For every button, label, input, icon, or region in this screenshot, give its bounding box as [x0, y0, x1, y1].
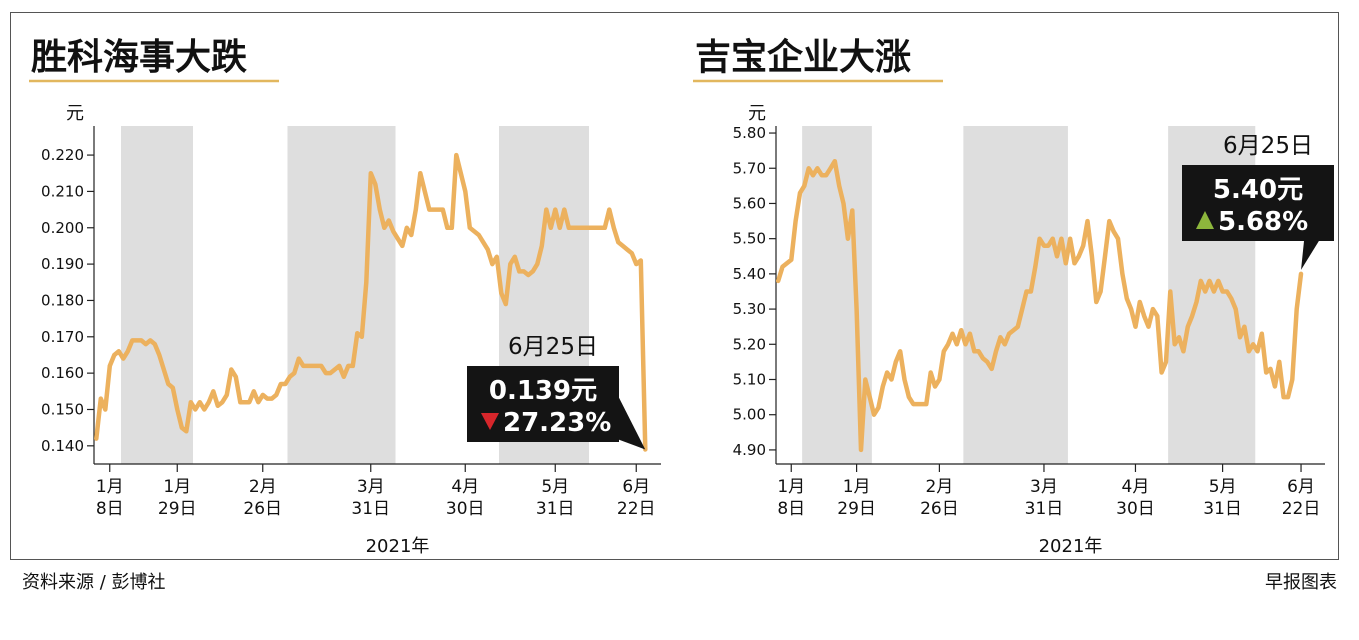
- x-tick-month: 3月: [1030, 477, 1058, 497]
- x-tick-day: 29日: [837, 499, 876, 519]
- month-band: [121, 126, 193, 464]
- x-axis-title: 2021年: [366, 536, 430, 557]
- x-tick-month: 6月: [1287, 477, 1315, 497]
- chart-title: 吉宝企业大涨: [695, 36, 911, 78]
- x-tick-month: 4月: [451, 477, 479, 497]
- y-axis-unit: 元: [66, 103, 84, 124]
- x-tick-month: 1月: [777, 477, 805, 497]
- x-tick-day: 30日: [1116, 499, 1155, 519]
- x-tick-day: 31日: [351, 499, 390, 519]
- y-tick-label: 0.220: [41, 146, 84, 164]
- y-tick-label: 0.170: [41, 328, 84, 346]
- y-tick-label: 5.00: [733, 406, 766, 424]
- x-tick-month: 1月: [96, 477, 124, 497]
- x-tick-month: 6月: [622, 477, 650, 497]
- figure-frame: 胜科海事大跌元 0.140 0.150 0.160 0.170 0.180 0.190 0.2…: [10, 12, 1339, 560]
- y-tick-label: 5.80: [733, 124, 766, 142]
- x-tick-month: 1月: [843, 477, 871, 497]
- y-tick-label: 4.90: [733, 441, 766, 459]
- x-tick-day: 26日: [243, 499, 282, 519]
- price-line: [94, 152, 648, 452]
- annotation-price: 5.40元: [1213, 175, 1303, 205]
- y-tick-label: 0.160: [41, 364, 84, 382]
- annotation-date: 6月25日: [1223, 133, 1313, 159]
- y-tick-label: 5.40: [733, 265, 766, 283]
- x-tick-day: 31日: [1025, 499, 1064, 519]
- source-note: 资料来源 / 彭博社: [22, 572, 166, 593]
- x-tick-month: 5月: [541, 477, 569, 497]
- y-tick-label: 5.60: [733, 194, 766, 212]
- x-tick-day: 31日: [536, 499, 575, 519]
- y-tick-label: 0.200: [41, 219, 84, 237]
- down-arrow-icon: [481, 413, 499, 430]
- x-tick-month: 5月: [1209, 477, 1237, 497]
- x-tick-month: 3月: [357, 477, 385, 497]
- x-tick-day: 31日: [1203, 499, 1242, 519]
- annotation-price: 0.139元: [489, 376, 597, 406]
- price-line: [775, 158, 1304, 453]
- x-axis-title: 2021年: [1039, 536, 1103, 557]
- x-tick-day: 22日: [1282, 499, 1321, 519]
- y-tick-label: 0.150: [41, 400, 84, 418]
- y-tick-label: 5.10: [733, 371, 766, 389]
- y-tick-label: 0.180: [41, 291, 84, 309]
- x-tick-day: 26日: [920, 499, 959, 519]
- y-tick-label: 5.20: [733, 335, 766, 353]
- y-tick-label: 5.30: [733, 300, 766, 318]
- y-axis-unit: 元: [748, 103, 766, 124]
- annotation-date: 6月25日: [508, 334, 598, 360]
- y-tick-label: 0.140: [41, 437, 84, 455]
- y-tick-label: 0.190: [41, 255, 84, 273]
- annotation-change: 27.23%: [503, 408, 611, 438]
- annotation-box: [467, 366, 619, 442]
- x-tick-day: 29日: [158, 499, 197, 519]
- y-tick-label: 5.70: [733, 159, 766, 177]
- x-tick-month: 2月: [925, 477, 953, 497]
- graphic-credit: 早报图表: [1265, 572, 1337, 593]
- x-tick-month: 1月: [163, 477, 191, 497]
- x-tick-day: 30日: [446, 499, 485, 519]
- x-tick-day: 8日: [777, 499, 805, 519]
- up-arrow-icon: [1196, 211, 1214, 229]
- annotation-change: 5.68%: [1218, 207, 1308, 237]
- x-tick-month: 4月: [1122, 477, 1150, 497]
- y-tick-label: 0.210: [41, 182, 84, 200]
- x-tick-day: 8日: [96, 499, 124, 519]
- x-tick-day: 22日: [617, 499, 656, 519]
- y-tick-label: 5.50: [733, 230, 766, 248]
- month-band: [287, 126, 396, 464]
- month-band: [963, 126, 1068, 464]
- x-tick-month: 2月: [249, 477, 277, 497]
- chart-title: 胜科海事大跌: [31, 37, 247, 78]
